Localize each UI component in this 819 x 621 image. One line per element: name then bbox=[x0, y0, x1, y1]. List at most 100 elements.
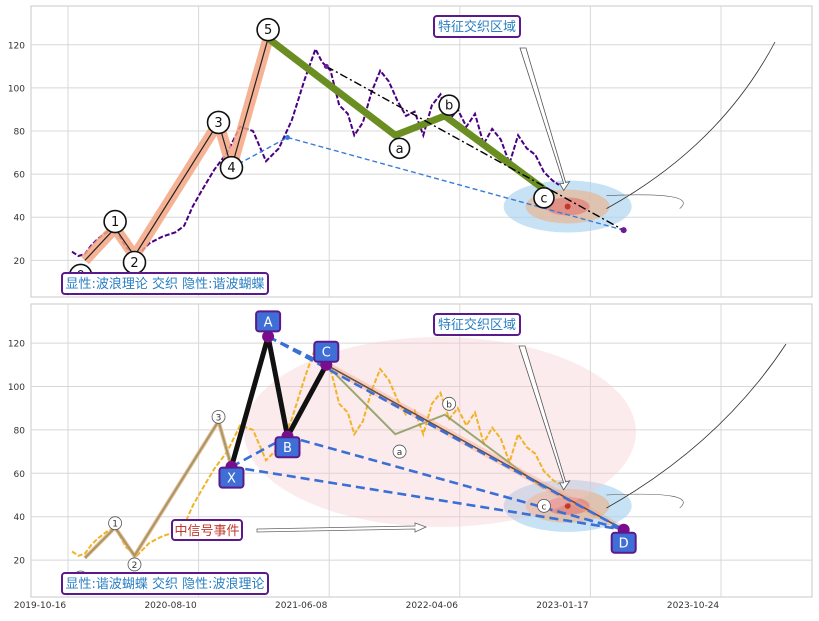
harmonic-leg bbox=[325, 364, 625, 531]
wave-label: 2 bbox=[130, 256, 138, 271]
wave-label-circle bbox=[108, 516, 122, 531]
harmonic-label: C bbox=[322, 346, 331, 361]
wave-label-circle bbox=[392, 444, 407, 459]
event-label-box bbox=[171, 519, 243, 541]
wave-label: a bbox=[397, 448, 403, 458]
wave-label-circle bbox=[219, 155, 244, 180]
plot-area bbox=[30, 303, 813, 598]
butterfly-line bbox=[287, 136, 624, 231]
wave-label: 2 bbox=[132, 561, 138, 571]
projection-curve bbox=[606, 194, 684, 209]
harmonic-label: D bbox=[619, 537, 629, 552]
wave-label: 3 bbox=[216, 413, 222, 423]
zone-pointer-arrow bbox=[519, 47, 571, 192]
harmonic-label-box bbox=[274, 436, 301, 459]
y-tick-label: 60 bbox=[14, 171, 26, 181]
caption-box bbox=[61, 272, 269, 295]
corrective-wave-line bbox=[265, 35, 546, 193]
wave-label: 1 bbox=[111, 215, 119, 230]
harmonic-label: A bbox=[264, 315, 273, 330]
motive-wave-line bbox=[84, 38, 269, 261]
harmonic-dashed-line bbox=[231, 465, 624, 532]
wave-label-circle bbox=[206, 110, 231, 135]
y-tick-label: 100 bbox=[8, 383, 25, 393]
harmonic-dashed-line bbox=[267, 335, 625, 531]
x-tick-label: 2021-06-08 bbox=[275, 601, 328, 611]
harmonic-leg bbox=[229, 335, 271, 468]
wave-label-circle bbox=[256, 17, 280, 42]
projection-arrow bbox=[606, 41, 776, 209]
x-tick-label: 2020-08-10 bbox=[144, 601, 197, 611]
harmonic-dashed-line bbox=[230, 435, 289, 468]
plot-area bbox=[30, 5, 813, 298]
wave-label: b bbox=[445, 99, 453, 114]
zone-center-dot bbox=[564, 203, 571, 210]
wave-label-circle bbox=[103, 209, 127, 234]
y-tick-label: 80 bbox=[14, 128, 26, 138]
harmonic-label-box bbox=[218, 466, 245, 489]
harmonic-leg bbox=[265, 336, 290, 437]
zone-label: 特征交织区域 bbox=[438, 317, 516, 333]
caption: 显性:波浪理论 交织 隐性:谐波蝴蝶 bbox=[65, 276, 264, 292]
harmonic-label-box bbox=[255, 310, 282, 333]
y-tick-label: 20 bbox=[14, 557, 26, 567]
zone-label-box bbox=[433, 15, 521, 38]
harmonic-dashed-line bbox=[287, 435, 625, 531]
caption-box bbox=[61, 572, 269, 595]
wave-label: c bbox=[541, 502, 546, 512]
wave-label-circle bbox=[211, 409, 226, 424]
x-tick-label: 2019-10-16 bbox=[14, 601, 67, 611]
pattern-endpoint bbox=[620, 227, 627, 234]
wave-label: a bbox=[396, 142, 404, 157]
zone-label-box bbox=[433, 313, 521, 336]
harmonic-leg bbox=[285, 363, 329, 438]
price-series-line bbox=[71, 46, 560, 258]
price-series-line bbox=[71, 344, 560, 558]
pattern-ellipse bbox=[244, 337, 636, 527]
projection-arrow bbox=[606, 343, 787, 509]
y-tick-label: 80 bbox=[14, 426, 26, 436]
wave-label-circle bbox=[533, 187, 555, 209]
projection-curve bbox=[606, 493, 684, 509]
x-tick-label: 2023-10-24 bbox=[667, 601, 720, 611]
pattern-node bbox=[323, 63, 329, 69]
x-tick-label: 2022-04-06 bbox=[406, 601, 459, 611]
harmonic-dashed-line bbox=[267, 335, 327, 366]
caption: 显性:谐波蝴蝶 交织 隐性:波浪理论 bbox=[65, 576, 264, 592]
wave-label-circle bbox=[537, 498, 551, 513]
wave-label-circle bbox=[442, 396, 457, 411]
harmonic-label: X bbox=[227, 472, 236, 487]
bottom-panel: 204060801001200123abcXABCD中信号事件2019-10-1… bbox=[8, 303, 813, 611]
harmonic-label-box bbox=[313, 340, 340, 363]
y-tick-label: 60 bbox=[14, 470, 26, 480]
harmonic-label-box bbox=[610, 531, 637, 554]
wave-label: 1 bbox=[112, 520, 118, 530]
zone-label: 特征交织区域 bbox=[438, 19, 516, 35]
pattern-node bbox=[285, 134, 290, 140]
wave-label: b bbox=[446, 400, 452, 410]
wave-label: 4 bbox=[227, 161, 235, 176]
harmonic-label: B bbox=[283, 441, 292, 456]
y-tick-label: 120 bbox=[8, 41, 25, 51]
x-tick-label: 2023-01-17 bbox=[536, 601, 588, 611]
y-tick-label: 120 bbox=[8, 340, 25, 350]
harmonic-node bbox=[262, 330, 275, 343]
wave-label: 5 bbox=[264, 23, 272, 38]
zone-pointer-arrow bbox=[518, 345, 571, 491]
event-label: 中信号事件 bbox=[174, 524, 239, 539]
wave-label-circle bbox=[438, 94, 460, 116]
wave-label: 3 bbox=[214, 116, 222, 131]
wave-label: c bbox=[540, 191, 547, 206]
wave-label-circle bbox=[388, 137, 411, 160]
y-tick-label: 40 bbox=[14, 214, 26, 224]
y-tick-label: 40 bbox=[14, 513, 26, 523]
event-arrow bbox=[256, 522, 428, 533]
top-panel: 20406080100120012345abc特征交织区域显性:波浪理论 交织 … bbox=[8, 5, 813, 298]
y-tick-label: 20 bbox=[14, 257, 26, 267]
wave-label-circle bbox=[127, 557, 142, 572]
harmonic-leg-highlight bbox=[324, 361, 626, 533]
y-tick-label: 100 bbox=[8, 84, 25, 94]
zone-center-dot bbox=[564, 502, 571, 509]
